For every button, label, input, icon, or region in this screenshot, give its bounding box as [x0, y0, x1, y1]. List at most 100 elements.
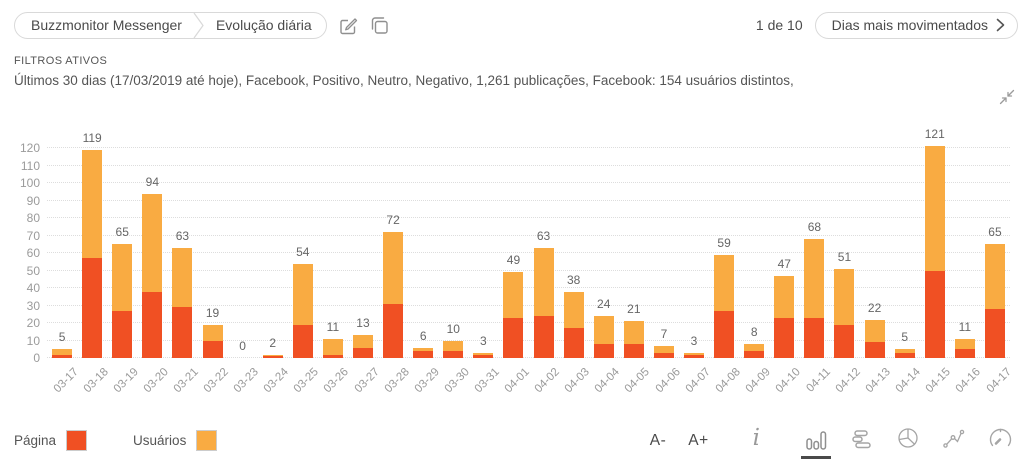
bar-column[interactable]: 2	[258, 138, 288, 358]
bar-stack[interactable]	[533, 247, 554, 358]
bar-segment-pagina[interactable]	[322, 354, 343, 358]
bar-segment-pagina[interactable]	[383, 303, 404, 358]
bar-segment-pagina[interactable]	[714, 310, 735, 358]
bar-segment-pagina[interactable]	[984, 309, 1005, 358]
bar-segment-usuarios[interactable]	[473, 352, 494, 355]
bar-segment-pagina[interactable]	[744, 351, 765, 358]
bar-column[interactable]: 68	[799, 138, 829, 358]
bar-column[interactable]: 10	[438, 138, 468, 358]
bar-segment-usuarios[interactable]	[322, 338, 343, 355]
bar-segment-pagina[interactable]	[503, 317, 524, 358]
bar-stack[interactable]	[714, 254, 735, 358]
bar-segment-usuarios[interactable]	[142, 193, 163, 292]
bar-stack[interactable]	[924, 146, 945, 358]
bar-stack[interactable]	[352, 335, 373, 358]
bar-stack[interactable]	[262, 354, 283, 358]
bar-segment-pagina[interactable]	[774, 317, 795, 358]
chart-type-horizontal-bar-button[interactable]	[847, 426, 877, 459]
breadcrumb-item-project[interactable]: Buzzmonitor Messenger	[31, 17, 182, 33]
bar-segment-usuarios[interactable]	[684, 352, 705, 355]
bar-stack[interactable]	[593, 316, 614, 358]
bar-column[interactable]: 5	[47, 138, 77, 358]
bar-segment-pagina[interactable]	[52, 354, 73, 358]
bar-column[interactable]: 54	[288, 138, 318, 358]
next-widget-button[interactable]: Dias mais movimentados	[814, 11, 1018, 39]
bar-segment-usuarios[interactable]	[744, 344, 765, 351]
bar-segment-usuarios[interactable]	[593, 316, 614, 344]
bar-segment-usuarios[interactable]	[383, 232, 404, 304]
bar-column[interactable]: 63	[167, 138, 197, 358]
bar-segment-pagina[interactable]	[593, 344, 614, 358]
bar-stack[interactable]	[834, 268, 855, 358]
bar-segment-pagina[interactable]	[112, 310, 133, 358]
bar-segment-pagina[interactable]	[804, 317, 825, 358]
bar-segment-usuarios[interactable]	[924, 146, 945, 271]
breadcrumb-item-view[interactable]: Evolução diária	[215, 17, 312, 33]
bar-column[interactable]: 0	[228, 138, 258, 358]
bar-stack[interactable]	[202, 324, 223, 358]
bar-column[interactable]: 65	[107, 138, 137, 358]
bar-segment-pagina[interactable]	[202, 340, 223, 358]
bar-column[interactable]: 11	[950, 138, 980, 358]
bar-stack[interactable]	[172, 247, 193, 358]
bar-stack[interactable]	[894, 349, 915, 358]
bar-segment-usuarios[interactable]	[413, 347, 434, 351]
bar-stack[interactable]	[112, 244, 133, 358]
bar-segment-pagina[interactable]	[563, 328, 584, 358]
bar-segment-usuarios[interactable]	[533, 247, 554, 316]
bar-segment-pagina[interactable]	[894, 352, 915, 358]
bar-segment-pagina[interactable]	[262, 356, 283, 358]
bar-stack[interactable]	[383, 232, 404, 358]
bar-segment-usuarios[interactable]	[352, 335, 373, 348]
bar-segment-usuarios[interactable]	[52, 349, 73, 355]
chart-type-line-button[interactable]	[939, 426, 969, 459]
bar-stack[interactable]	[82, 149, 103, 358]
bar-segment-pagina[interactable]	[443, 351, 464, 358]
bar-column[interactable]: 59	[709, 138, 739, 358]
bar-stack[interactable]	[563, 291, 584, 358]
bar-stack[interactable]	[322, 338, 343, 358]
bar-column[interactable]: 24	[589, 138, 619, 358]
bar-column[interactable]: 3	[468, 138, 498, 358]
bar-stack[interactable]	[864, 319, 885, 358]
bar-stack[interactable]	[653, 345, 674, 358]
bar-segment-pagina[interactable]	[623, 344, 644, 358]
bar-segment-usuarios[interactable]	[503, 272, 524, 318]
bar-segment-usuarios[interactable]	[864, 319, 885, 343]
bar-stack[interactable]	[623, 321, 644, 358]
bar-segment-pagina[interactable]	[82, 258, 103, 358]
bar-segment-pagina[interactable]	[473, 354, 494, 358]
bar-column[interactable]: 65	[980, 138, 1010, 358]
bar-segment-usuarios[interactable]	[82, 149, 103, 259]
bar-column[interactable]: 21	[619, 138, 649, 358]
bar-segment-usuarios[interactable]	[653, 345, 674, 353]
bar-column[interactable]: 94	[137, 138, 167, 358]
bar-segment-usuarios[interactable]	[563, 291, 584, 329]
bar-stack[interactable]	[744, 344, 765, 358]
bar-stack[interactable]	[52, 349, 73, 358]
bar-column[interactable]: 13	[348, 138, 378, 358]
font-increase-button[interactable]: A+	[685, 430, 711, 459]
duplicate-button[interactable]	[370, 16, 389, 35]
bar-segment-pagina[interactable]	[924, 270, 945, 358]
legend-item-pagina[interactable]: Página	[14, 430, 88, 451]
bar-column[interactable]: 51	[829, 138, 859, 358]
bar-stack[interactable]	[503, 272, 524, 358]
chart-type-gauge-button[interactable]	[985, 425, 1016, 459]
bar-column[interactable]: 119	[77, 131, 107, 358]
bar-stack[interactable]	[473, 352, 494, 358]
bar-segment-usuarios[interactable]	[954, 338, 975, 350]
bar-segment-usuarios[interactable]	[202, 324, 223, 341]
bar-column[interactable]: 3	[679, 138, 709, 358]
bar-segment-pagina[interactable]	[684, 354, 705, 358]
bar-segment-pagina[interactable]	[864, 342, 885, 358]
info-button[interactable]: i	[750, 424, 763, 459]
bar-column[interactable]: 5	[890, 138, 920, 358]
bar-segment-pagina[interactable]	[352, 347, 373, 358]
bar-segment-usuarios[interactable]	[774, 275, 795, 318]
bar-column[interactable]: 7	[649, 138, 679, 358]
bar-segment-pagina[interactable]	[954, 349, 975, 358]
bar-segment-usuarios[interactable]	[804, 239, 825, 318]
bar-segment-usuarios[interactable]	[984, 244, 1005, 309]
bar-column[interactable]: 63	[529, 138, 559, 358]
